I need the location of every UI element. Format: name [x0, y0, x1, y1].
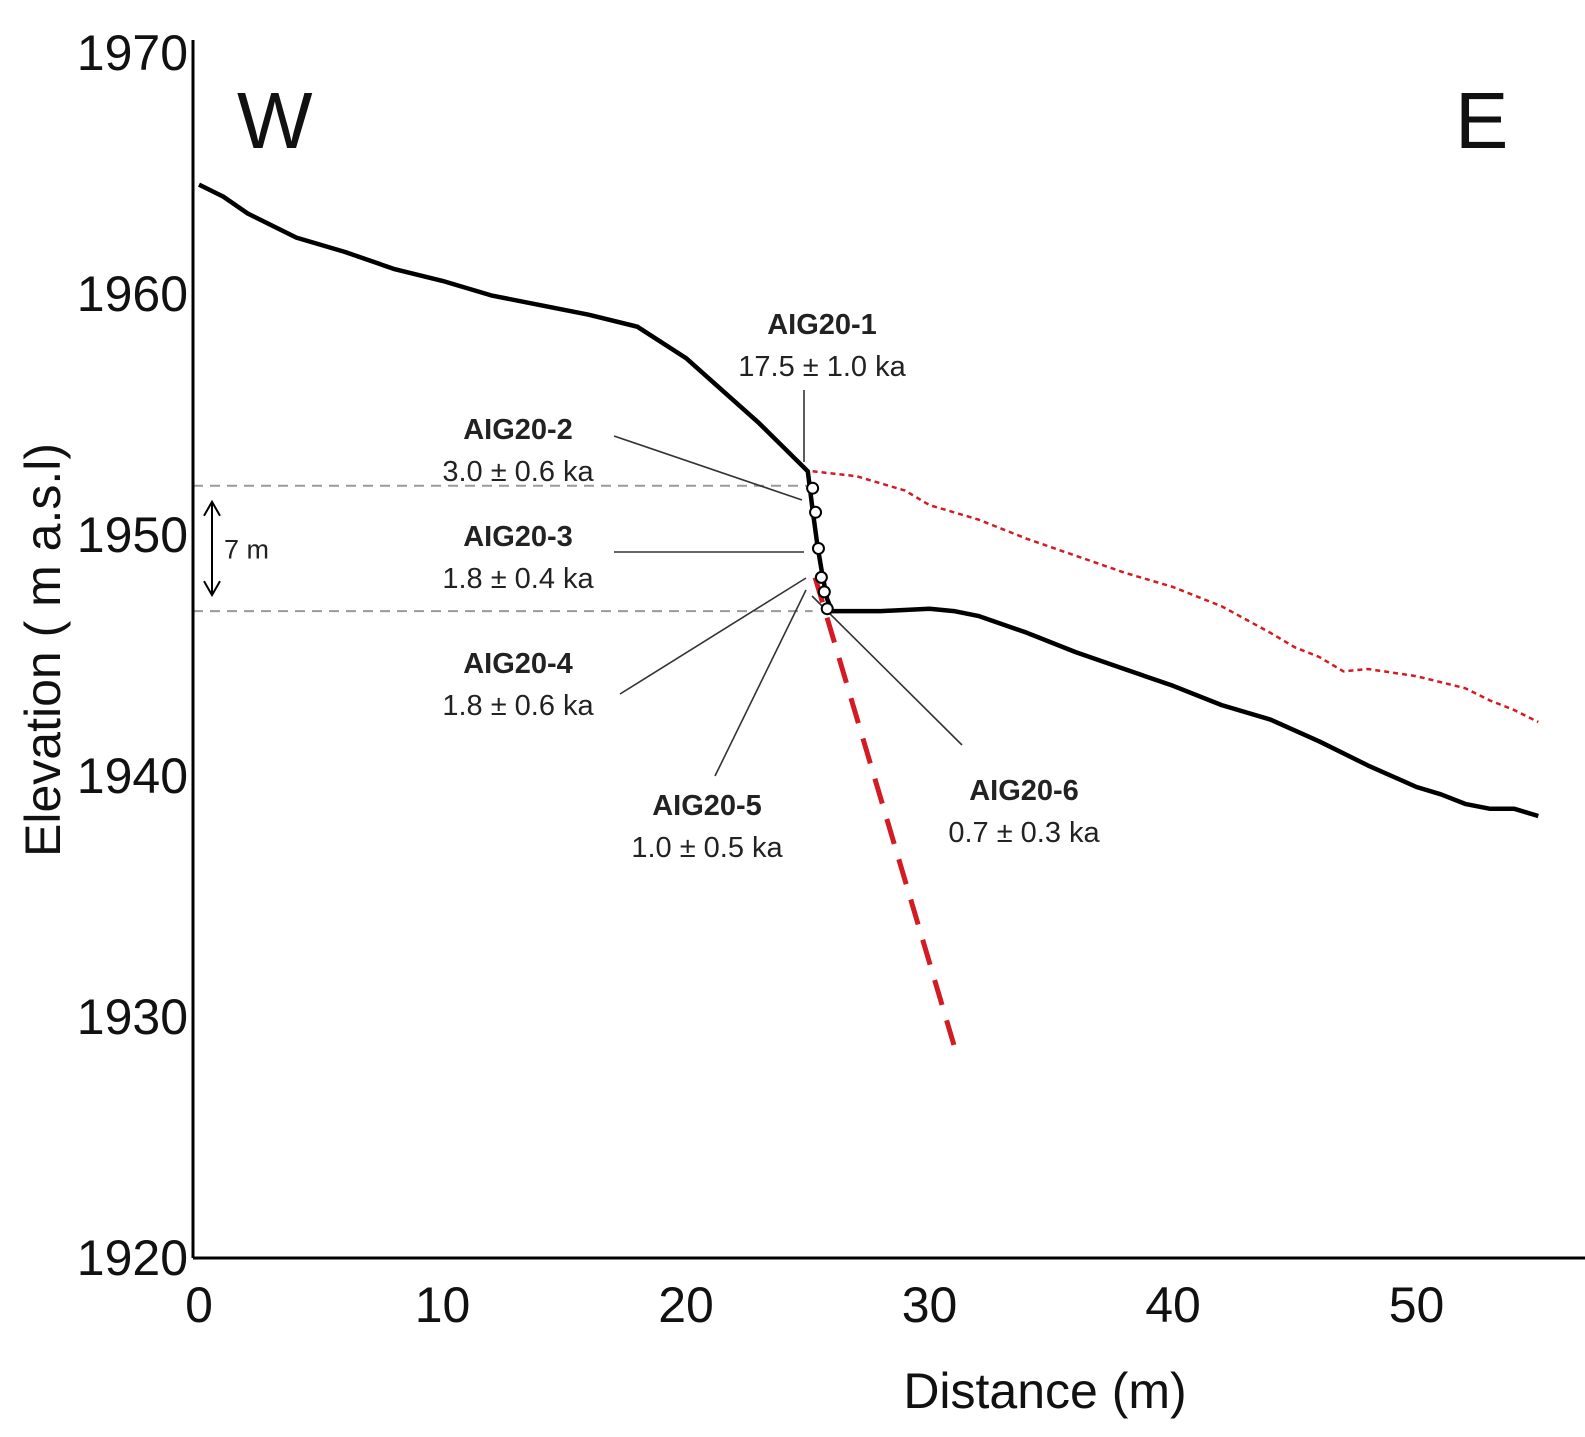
- sample-id-label: AIG20-2: [463, 414, 573, 446]
- offset-arrowhead-bottom: [203, 580, 221, 598]
- sample-age-label: 0.7 ± 0.3 ka: [948, 817, 1100, 849]
- x-tick-label: 50: [1389, 1277, 1445, 1333]
- x-axis-title: Distance (m): [903, 1363, 1186, 1419]
- x-tick-label: 20: [658, 1277, 714, 1333]
- x-tick-label: 40: [1145, 1277, 1201, 1333]
- sample-marker: [817, 585, 831, 599]
- axes: [191, 40, 1585, 1260]
- sample-age-label: 17.5 ± 1.0 ka: [738, 351, 906, 383]
- offset-label: 7 m: [224, 534, 269, 564]
- y-tick-label: 1920: [77, 1230, 188, 1286]
- y-tick-labels: 1920 1930 1940 1950 1960 1970: [77, 25, 188, 1286]
- sample-marker: [806, 481, 820, 495]
- sample-id-label: AIG20-1: [767, 309, 877, 341]
- sample-leader-line: [811, 595, 963, 746]
- sample-leader-line: [714, 589, 807, 777]
- sample-leader-line: [619, 577, 807, 695]
- sample-leader-lines: [613, 390, 963, 777]
- sample-id-label: AIG20-6: [969, 775, 1079, 807]
- sample-id-label: AIG20-4: [463, 648, 573, 680]
- west-label: W: [237, 76, 313, 165]
- x-tick-label: 30: [902, 1277, 958, 1333]
- present-profile-line: [198, 182, 1539, 819]
- y-tick-label: 1950: [77, 507, 188, 563]
- y-tick-label: 1940: [77, 748, 188, 804]
- sample-marker: [814, 570, 828, 584]
- x-tick-labels: 0 10 20 30 40 50: [185, 1277, 1444, 1333]
- sample-age-label: 3.0 ± 0.6 ka: [442, 456, 594, 488]
- sample-age-label: 1.0 ± 0.5 ka: [631, 832, 783, 864]
- y-tick-label: 1970: [77, 25, 188, 81]
- sample-age-label: 1.8 ± 0.6 ka: [442, 690, 594, 722]
- sample-labels: AIG20-1 17.5 ± 1.0 ka AIG20-2 3.0 ± 0.6 ka A…: [442, 309, 1100, 864]
- east-label: E: [1455, 76, 1508, 165]
- sample-leader-line: [613, 435, 803, 501]
- sample-marker: [809, 505, 823, 519]
- sample-id-label: AIG20-3: [463, 521, 573, 553]
- y-tick-label: 1930: [77, 989, 188, 1045]
- offset-annotation: 7 m: [203, 499, 269, 598]
- sample-id-label: AIG20-5: [652, 790, 762, 822]
- sample-marker: [811, 541, 825, 555]
- sample-marker: [820, 602, 834, 616]
- fault-plane-line: [812, 576, 957, 1046]
- x-tick-label: 0: [185, 1277, 213, 1333]
- offset-guides: [193, 484, 813, 613]
- sample-age-label: 1.8 ± 0.4 ka: [442, 563, 594, 595]
- y-axis-title: Elevation ( m a.s.l): [15, 443, 71, 857]
- reconstructed-profile-line: [812, 470, 1539, 724]
- x-tick-label: 10: [415, 1277, 471, 1333]
- offset-arrowhead-top: [203, 499, 221, 517]
- y-tick-label: 1960: [77, 266, 188, 322]
- sample-markers: [806, 481, 834, 616]
